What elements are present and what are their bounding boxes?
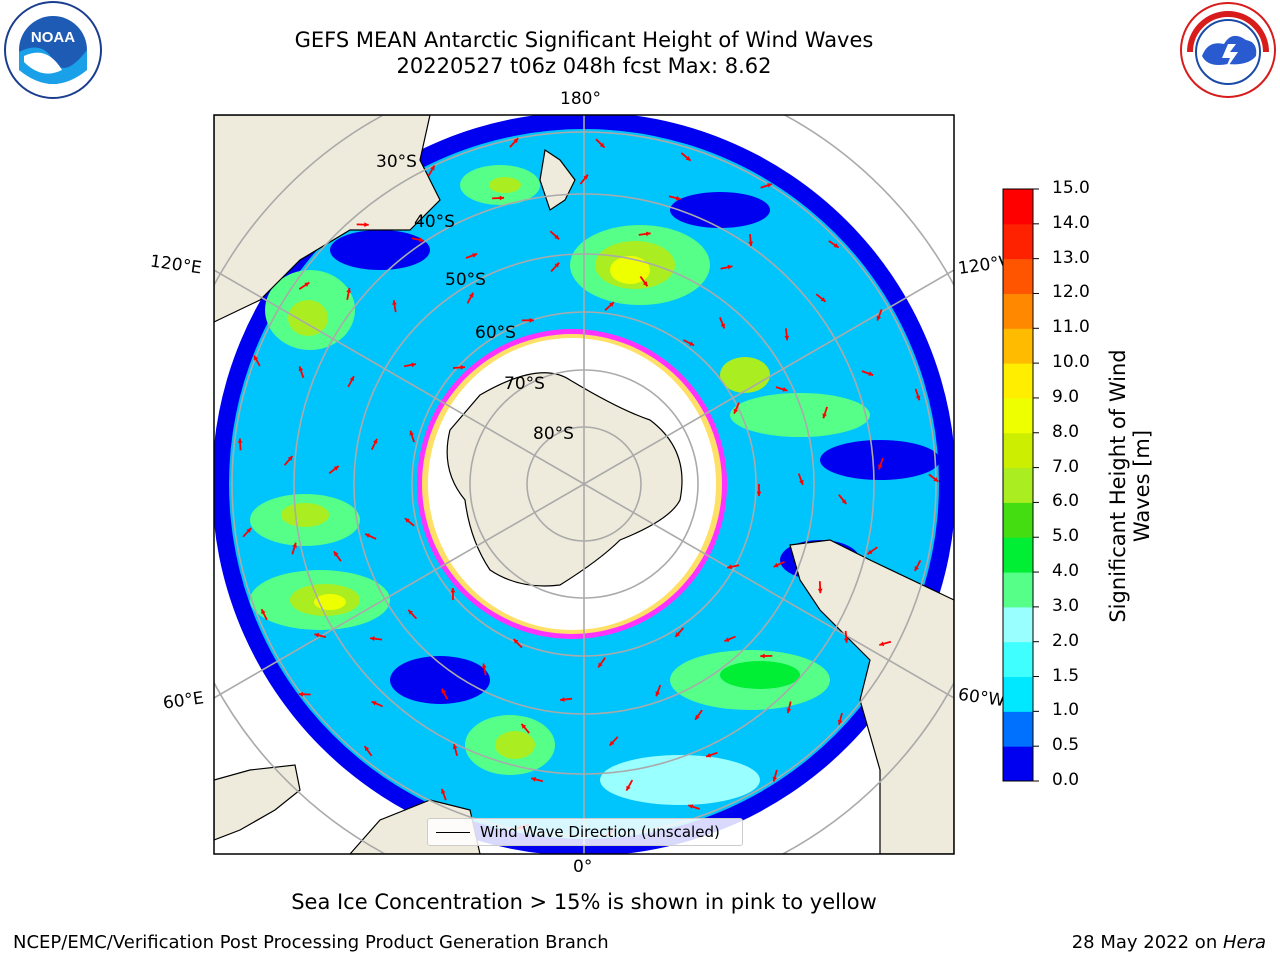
colorbar-segment bbox=[1003, 224, 1033, 259]
lat-label-50s: 50°S bbox=[445, 270, 486, 290]
colorbar-tick-label: 2.0 bbox=[1052, 631, 1079, 651]
lat-label-40s: 40°S bbox=[414, 212, 455, 232]
footer-date-text: 28 May 2022 on bbox=[1072, 932, 1223, 953]
footer-branch: NCEP/EMC/Verification Post Processing Pr… bbox=[13, 932, 609, 953]
lon-label-0: 0° bbox=[573, 857, 592, 877]
lon-label-180: 180° bbox=[560, 89, 601, 109]
lat-label-80s: 80°S bbox=[533, 424, 574, 444]
colorbar-segment bbox=[1003, 468, 1033, 503]
colorbar-tick-label: 4.0 bbox=[1052, 561, 1079, 581]
colorbar-segment bbox=[1003, 328, 1033, 363]
colorbar-tick-label: 1.0 bbox=[1052, 700, 1079, 720]
colorbar-tick-label: 11.0 bbox=[1052, 317, 1090, 337]
colorbar-title-line2: Waves [m] bbox=[1130, 336, 1154, 636]
colorbar-segment bbox=[1003, 677, 1033, 712]
map-legend: Wind Wave Direction (unscaled) bbox=[427, 818, 743, 846]
colorbar-segment bbox=[1003, 293, 1033, 328]
colorbar-tick-label: 6.0 bbox=[1052, 491, 1079, 511]
colorbar-segment bbox=[1003, 711, 1033, 746]
lat-label-60s: 60°S bbox=[475, 323, 516, 343]
colorbar-tick-label: 12.0 bbox=[1052, 282, 1090, 302]
lat-label-30s: 30°S bbox=[376, 152, 417, 172]
colorbar-tick-label: 3.0 bbox=[1052, 596, 1079, 616]
colorbar-segment bbox=[1003, 259, 1033, 294]
colorbar-tick-label: 5.0 bbox=[1052, 526, 1079, 546]
lat-label-70s: 70°S bbox=[504, 374, 545, 394]
colorbar-segment bbox=[1003, 537, 1033, 572]
colorbar-tick-label: 0.5 bbox=[1052, 735, 1079, 755]
colorbar-tick-label: 9.0 bbox=[1052, 387, 1079, 407]
colorbar-tick-label: 1.5 bbox=[1052, 666, 1079, 686]
colorbar-tick-label: 15.0 bbox=[1052, 178, 1090, 198]
colorbar-tick-label: 13.0 bbox=[1052, 248, 1090, 268]
colorbar-tick-label: 7.0 bbox=[1052, 457, 1079, 477]
colorbar-segment bbox=[1003, 433, 1033, 468]
colorbar-tick-label: 8.0 bbox=[1052, 422, 1079, 442]
colorbar bbox=[1002, 188, 1042, 782]
colorbar-segment bbox=[1003, 572, 1033, 607]
legend-label: Wind Wave Direction (unscaled) bbox=[480, 823, 720, 841]
colorbar-title-line1: Significant Height of Wind bbox=[1106, 336, 1130, 636]
colorbar-tick-label: 0.0 bbox=[1052, 770, 1079, 790]
colorbar-segment bbox=[1003, 189, 1033, 224]
sea-ice-note: Sea Ice Concentration > 15% is shown in … bbox=[184, 890, 984, 914]
colorbar-segment bbox=[1003, 642, 1033, 677]
colorbar-segment bbox=[1003, 398, 1033, 433]
footer-machine: Hera bbox=[1223, 932, 1266, 953]
colorbar-tick-label: 14.0 bbox=[1052, 213, 1090, 233]
colorbar-tick-label: 10.0 bbox=[1052, 352, 1090, 372]
colorbar-segment bbox=[1003, 363, 1033, 398]
colorbar-title: Significant Height of Wind Waves [m] bbox=[1106, 336, 1154, 636]
legend-line-swatch bbox=[436, 832, 470, 833]
footer-date: 28 May 2022 on Hera bbox=[1072, 932, 1266, 953]
colorbar-segment bbox=[1003, 746, 1033, 781]
colorbar-segment bbox=[1003, 607, 1033, 642]
colorbar-segment bbox=[1003, 502, 1033, 537]
